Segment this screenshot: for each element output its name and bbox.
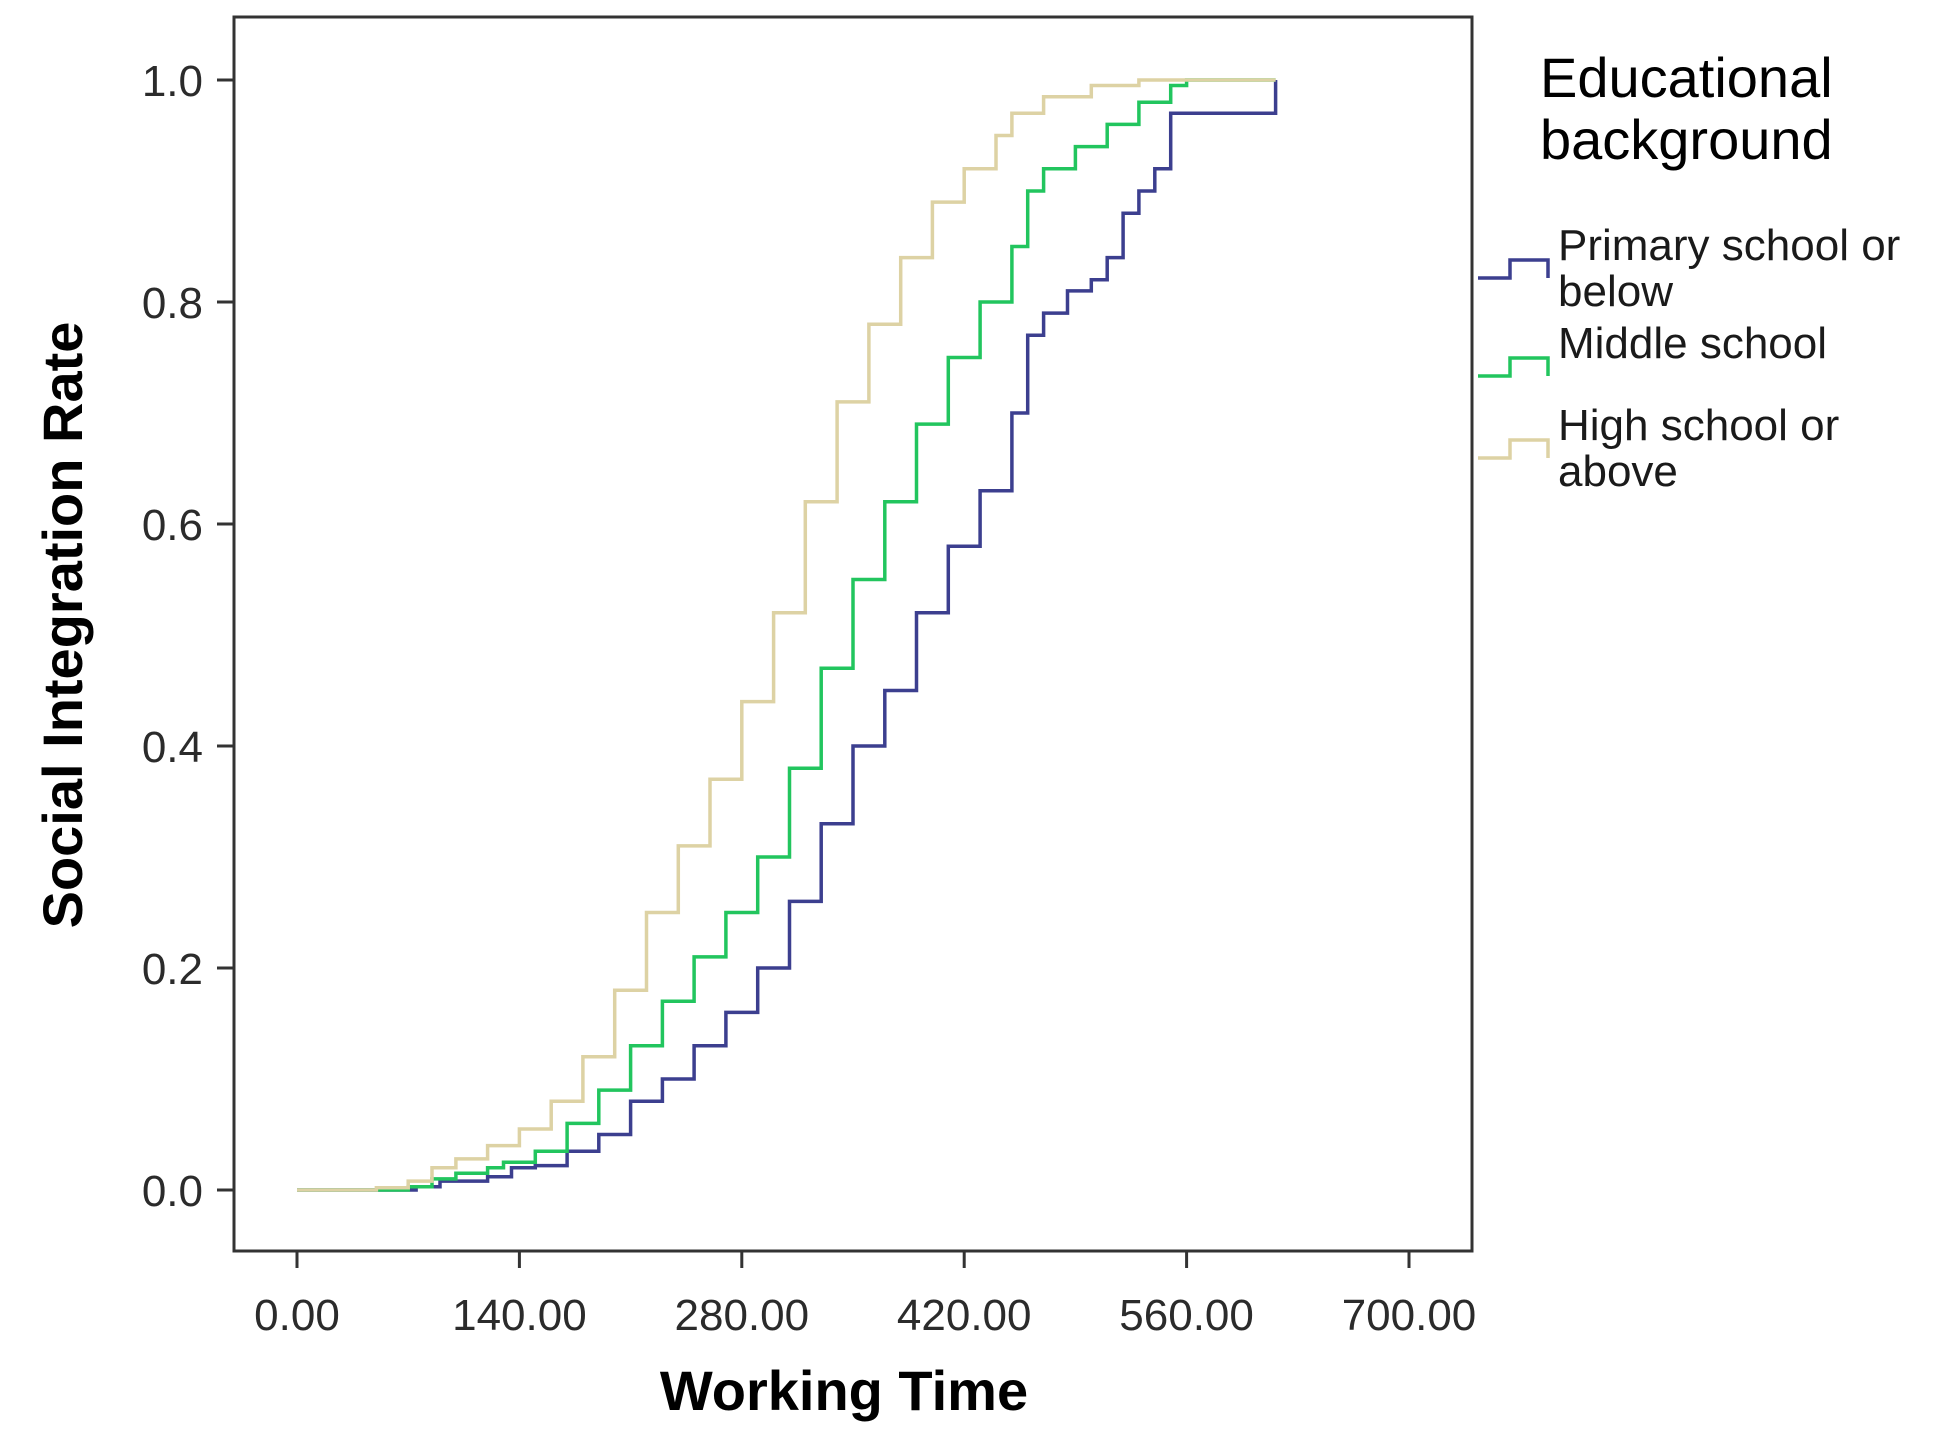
x-tick-label: 700.00	[1342, 1291, 1477, 1340]
legend-swatch	[1478, 356, 1550, 378]
series-line-1	[297, 80, 1278, 1192]
x-tick-label: 0.00	[254, 1291, 340, 1340]
legend-label: Primary school or below	[1558, 221, 1900, 316]
legend-item: Primary school or below	[1478, 221, 1900, 316]
legend-label-line: above	[1558, 447, 1678, 496]
legend-swatch	[1478, 438, 1550, 460]
y-tick-label: 1.0	[142, 57, 203, 106]
x-tick-label: 280.00	[675, 1291, 810, 1340]
y-axis-title: Social Integration Rate	[31, 322, 94, 929]
y-axis: 0.0 0.2 0.4 0.6 0.8 1.0	[142, 57, 234, 1216]
x-tick-label: 560.00	[1119, 1291, 1254, 1340]
legend-swatch	[1478, 258, 1550, 280]
y-tick-label: 0.6	[142, 501, 203, 550]
legend-label: High school or above	[1558, 401, 1839, 496]
y-tick-label: 0.0	[142, 1167, 203, 1216]
x-axis-title: Working Time	[660, 1359, 1028, 1422]
legend-item: Middle school	[1478, 319, 1827, 378]
legend-title-line-2: background	[1540, 108, 1833, 171]
series-line-2	[297, 78, 1276, 1192]
legend-title-line-1: Educational	[1540, 46, 1833, 109]
series-lines	[297, 78, 1278, 1192]
legend-label: Middle school	[1558, 319, 1827, 368]
x-axis: 0.00 140.00 280.00 420.00 560.00 700.00	[254, 1251, 1476, 1340]
legend-label-line: below	[1558, 267, 1673, 316]
x-tick-label: 420.00	[897, 1291, 1032, 1340]
legend-label-line: Middle school	[1558, 319, 1827, 368]
legend-label-line: Primary school or	[1558, 221, 1900, 270]
y-tick-label: 0.2	[142, 945, 203, 994]
y-tick-label: 0.4	[142, 723, 203, 772]
legend: Educational background Primary school or…	[1478, 46, 1900, 496]
y-tick-label: 0.8	[142, 279, 203, 328]
x-tick-label: 140.00	[452, 1291, 587, 1340]
legend-label-line: High school or	[1558, 401, 1839, 450]
series-line-3	[297, 78, 1276, 1192]
legend-item: High school or above	[1478, 401, 1839, 496]
legend-title: Educational background	[1540, 46, 1848, 171]
